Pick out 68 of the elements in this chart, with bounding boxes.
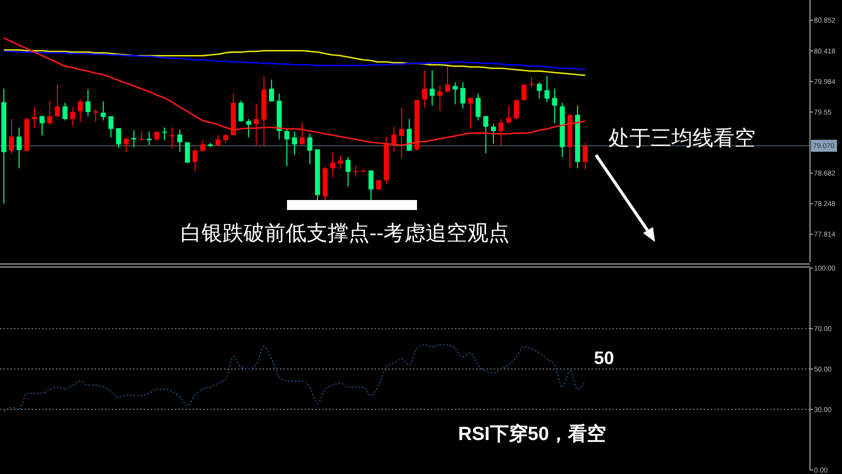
candlestick: [552, 88, 558, 124]
candlestick: [47, 100, 52, 126]
candlestick: [238, 100, 244, 122]
candlestick: [346, 156, 351, 188]
candlestick: [476, 93, 481, 121]
candlestick: [246, 118, 252, 138]
candlestick: [498, 118, 504, 146]
candlestick: [422, 70, 428, 108]
candlestick: [368, 170, 374, 201]
annotation: RSI下穿50，看空: [458, 423, 606, 445]
candlestick: [307, 133, 312, 165]
candlestick: [391, 126, 396, 153]
candlestick: [116, 128, 122, 148]
line-series: [3, 49, 586, 76]
candlestick: [177, 129, 182, 153]
candlestick: [406, 118, 412, 152]
candlestick: [445, 65, 450, 93]
candlestick: [468, 97, 473, 130]
candlestick: [376, 179, 382, 191]
candlestick: [300, 122, 305, 145]
candlestick: [100, 100, 106, 121]
candlestick: [490, 123, 496, 144]
candlestick: [131, 130, 136, 148]
candlestick: [40, 115, 45, 136]
candlestick: [8, 118, 14, 154]
candlestick: [192, 148, 198, 172]
candlestick: [200, 140, 206, 153]
candlestick: [85, 88, 90, 117]
line-series: [3, 344, 586, 412]
candlestick: [452, 82, 458, 105]
candlestick: [292, 131, 298, 156]
candlestick: [269, 79, 274, 102]
candlestick: [536, 82, 542, 100]
candlestick: [284, 128, 290, 167]
candlestick: [162, 126, 167, 141]
candlestick: [254, 104, 259, 146]
candlestick: [338, 155, 343, 170]
candlestick: [544, 76, 550, 103]
line-series: [3, 50, 586, 70]
candlestick: [170, 126, 175, 150]
candlestick: [582, 142, 588, 170]
candlestick: [154, 131, 160, 142]
candlestick: [430, 70, 435, 106]
candlestick: [139, 130, 144, 142]
candlestick: [522, 84, 527, 102]
candlestick: [146, 131, 152, 146]
candlestick: [16, 126, 22, 169]
candlestick: [506, 106, 512, 124]
candlestick: [108, 116, 114, 138]
candlestick: [330, 152, 336, 178]
candlestick: [216, 134, 221, 147]
candlestick: [529, 76, 534, 88]
annotation: 白银跌破前低支撑点--考虑追空观点: [180, 221, 510, 245]
candlestick: [124, 136, 129, 153]
text: 50: [594, 348, 614, 368]
candlestick: [353, 165, 358, 178]
candlestick: [62, 102, 68, 121]
candlestick: [437, 84, 442, 112]
candlestick: [54, 84, 60, 118]
candlestick: [483, 115, 488, 154]
candlestick: [70, 106, 76, 127]
candlestick: [399, 107, 404, 159]
candlestick: [514, 100, 519, 120]
candlestick: [78, 98, 83, 122]
candlestick: [32, 106, 37, 129]
candlestick: [223, 133, 228, 144]
text: 处于三均线看空: [608, 126, 756, 150]
candlestick: [460, 82, 466, 109]
